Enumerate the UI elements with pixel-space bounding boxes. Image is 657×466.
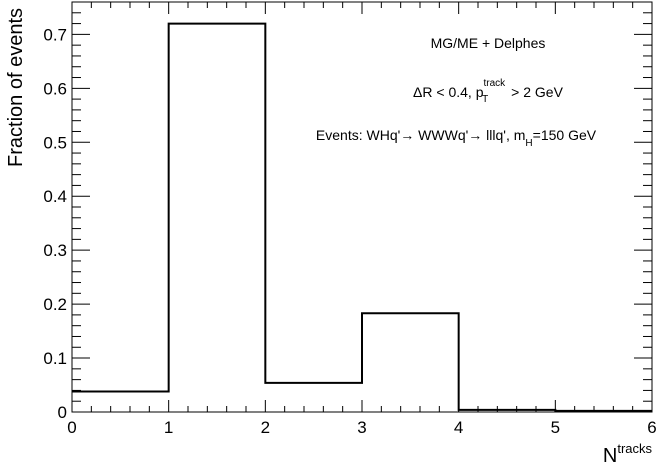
annotation-cut: ΔR < 0.4, ptrack T > 2 GeV [413, 78, 564, 105]
annotation-cut-sub: T [482, 94, 488, 105]
x-axis-label-main: N [603, 445, 617, 466]
x-tick-label: 3 [357, 418, 366, 437]
x-tick-label: 1 [164, 418, 173, 437]
histogram-line [72, 22, 652, 412]
x-tick-label: 6 [647, 418, 656, 437]
annotation-cut-post: > 2 GeV [507, 84, 563, 100]
annotation-process-pre: Events: WHq'→ WWWq'→ lllq', m [316, 127, 525, 143]
y-tick-label: 0.5 [43, 133, 67, 152]
y-tick-label: 0.7 [43, 25, 67, 44]
y-tick-label: 0 [58, 403, 67, 422]
y-tick-label: 0.6 [43, 79, 67, 98]
x-tick-label: 5 [551, 418, 560, 437]
y-tick-label: 0.1 [43, 349, 67, 368]
x-tick-label: 0 [67, 418, 76, 437]
x-axis-label-sup: tracks [617, 441, 652, 456]
annotation-process-sub: H [525, 138, 532, 149]
annotation-process-post: =150 GeV [533, 127, 597, 143]
x-tick-label: 2 [261, 418, 270, 437]
x-tick-label: 4 [454, 418, 463, 437]
annotation-process: Events: WHq'→ WWWq'→ lllq', mH=150 GeV [316, 127, 597, 149]
y-tick-label: 0.4 [43, 187, 67, 206]
annotation-generator: MG/ME + Delphes [431, 35, 546, 51]
annotation-cut-pre: ΔR < 0.4, p [413, 84, 484, 100]
y-axis-label: Fraction of events [5, 8, 27, 167]
y-tick-label: 0.2 [43, 295, 67, 314]
y-tick-label: 0.3 [43, 241, 67, 260]
x-axis-label: Ntracks [603, 441, 653, 466]
y-axis-ticks: 0 0.1 0.2 0.3 0.4 0.5 0.6 0.7 [43, 1, 652, 422]
annotation-cut-sup: track [484, 78, 507, 89]
